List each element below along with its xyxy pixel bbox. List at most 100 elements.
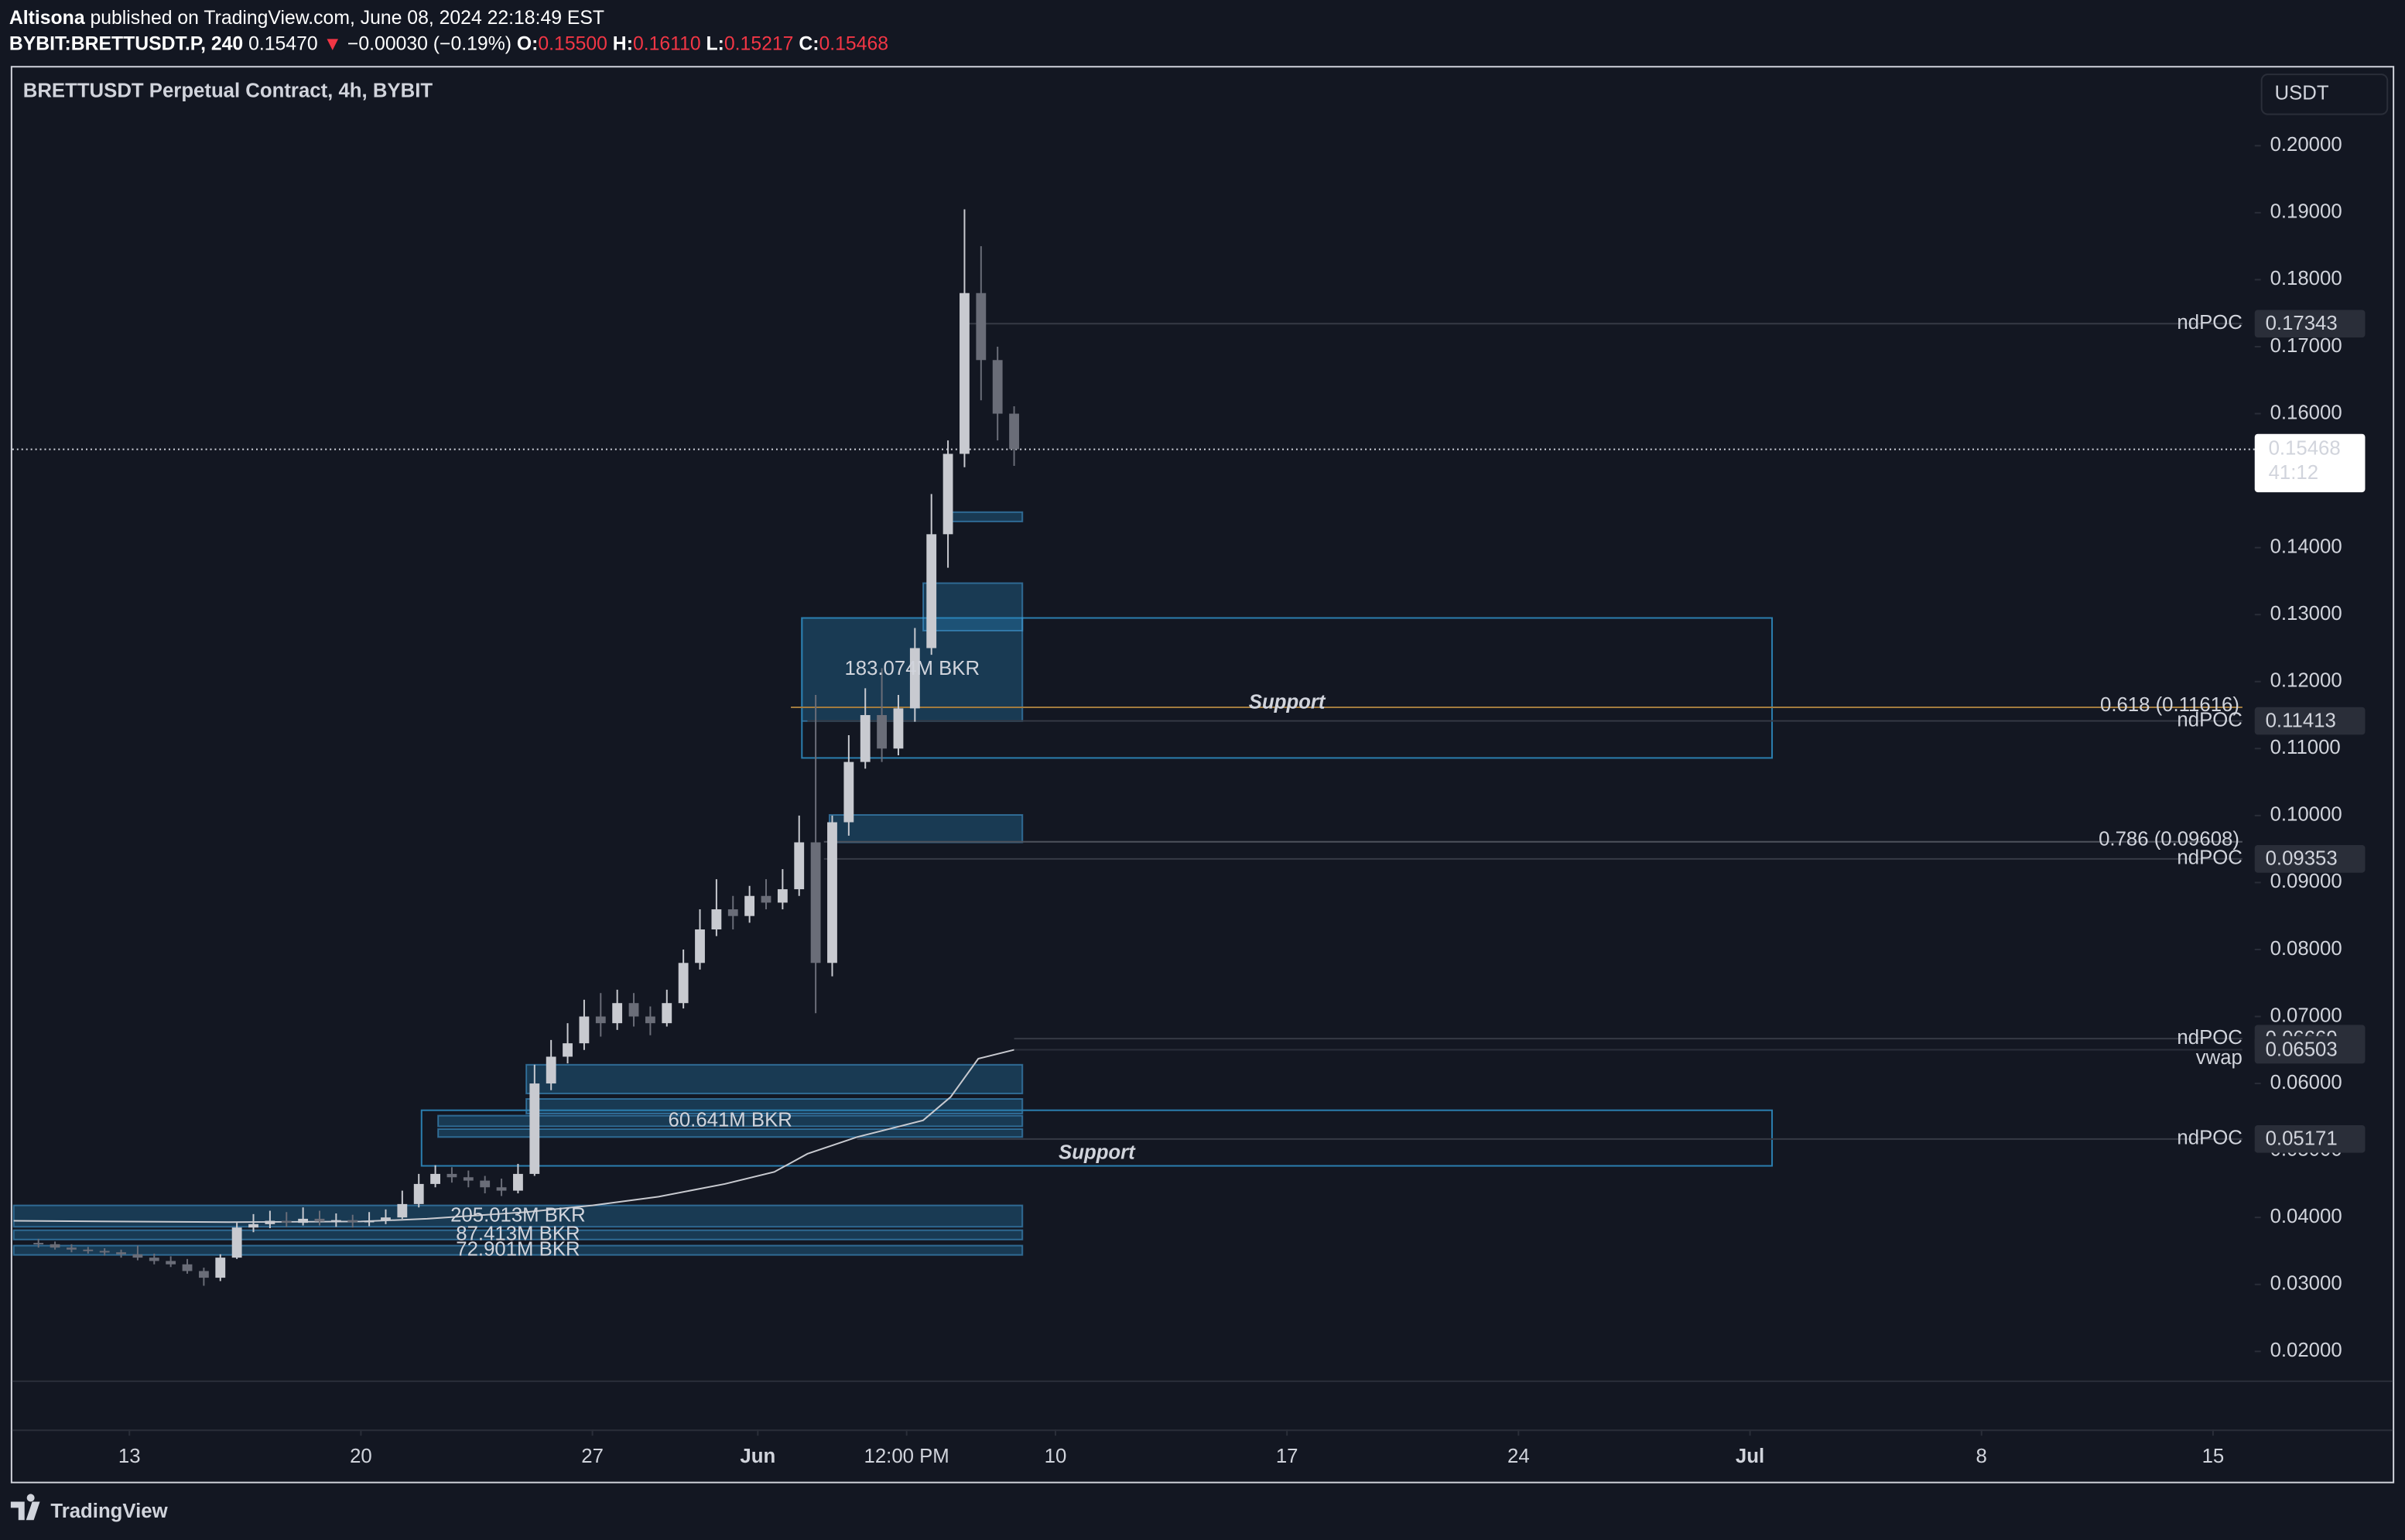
- candle-body: [215, 1258, 226, 1278]
- order-block: [12, 1229, 1024, 1241]
- y-tick-label: 0.16000: [2270, 402, 2342, 423]
- fib-label: 0.786 (0.09608): [2099, 829, 2239, 850]
- currency-label[interactable]: USDT: [2275, 83, 2329, 104]
- candle-body: [50, 1244, 60, 1248]
- x-tick-label: Jul: [1736, 1446, 1764, 1467]
- order-block: [922, 582, 1024, 631]
- candle-body: [149, 1258, 159, 1261]
- last-price-box: [2254, 433, 2366, 493]
- zone-label: 60.641M BKR: [669, 1109, 792, 1131]
- y-tick-label: 0.07000: [2270, 1004, 2342, 1026]
- order-block: [12, 1204, 1024, 1228]
- support-label: Support: [1059, 1141, 1136, 1163]
- y-tick-label: 0.18000: [2270, 268, 2342, 289]
- level-name: ndPOC: [2177, 312, 2242, 334]
- candle-body: [992, 360, 1003, 414]
- change: −0.00030 (−0.19%): [347, 33, 511, 54]
- candle-body: [777, 889, 788, 903]
- candle-body: [99, 1251, 110, 1253]
- price-label: 0.06503: [2266, 1039, 2338, 1060]
- order-block: [949, 511, 1024, 522]
- candle-body: [67, 1247, 77, 1250]
- currency-button[interactable]: [2260, 74, 2389, 115]
- x-tick-label: 8: [1976, 1446, 1987, 1467]
- y-tick-label: 0.20000: [2270, 134, 2342, 156]
- level-name: ndPOC: [2177, 1027, 2242, 1049]
- price: 0.15470: [248, 33, 318, 54]
- candle-body: [166, 1261, 176, 1265]
- y-tick-label: 0.19000: [2270, 201, 2342, 223]
- y-tick-label: 0.02000: [2270, 1340, 2342, 1361]
- brand-logo: TradingView: [10, 1494, 169, 1522]
- x-tick-label: 20: [350, 1446, 372, 1467]
- y-tick-label: 0.12000: [2270, 670, 2342, 692]
- candle-body: [678, 963, 689, 1004]
- candle-body: [893, 708, 904, 749]
- candle-body: [529, 1083, 540, 1174]
- order-block: [437, 1114, 1024, 1128]
- candle-body: [397, 1203, 408, 1218]
- candle-body: [827, 822, 837, 963]
- candle-body: [116, 1252, 126, 1254]
- candle-body: [413, 1183, 424, 1204]
- ohlc-value: 0.15468: [819, 33, 888, 54]
- candle-body: [83, 1249, 94, 1251]
- candle-body: [1009, 413, 1019, 450]
- candle-body: [480, 1180, 491, 1188]
- candle-body: [711, 909, 722, 930]
- countdown: 41:12: [2269, 462, 2318, 484]
- x-tick-label: 17: [1276, 1446, 1298, 1467]
- plot-area: 0.618 (0.11616) 0.786 (0.09608) ndPOC ndPOC…: [12, 134, 2366, 1467]
- candle-body: [314, 1218, 325, 1222]
- support-zone: [420, 1109, 1774, 1167]
- published: published on TradingView.com, June 08, 2…: [90, 7, 604, 28]
- zone-label: 72.901M BKR: [456, 1238, 580, 1260]
- vwap-name: vwap: [2196, 1047, 2242, 1069]
- ohlc-value: 0.15217: [724, 33, 794, 54]
- candle-body: [794, 842, 805, 890]
- candle-body: [248, 1223, 258, 1228]
- price-label: 0.17343: [2266, 313, 2338, 334]
- x-tick-label: 10: [1045, 1446, 1067, 1467]
- y-tick-label: 0.17000: [2270, 335, 2342, 357]
- ohlc-key: L:: [706, 33, 724, 54]
- candle-body: [182, 1264, 193, 1271]
- price-label: 0.09353: [2266, 848, 2338, 870]
- candle-body: [496, 1187, 507, 1191]
- x-tick-label: 12:00 PM: [864, 1446, 949, 1467]
- price-label: 0.11413: [2266, 710, 2336, 731]
- y-tick-label: 0.14000: [2270, 536, 2342, 557]
- candle-body: [843, 761, 854, 823]
- candle-body: [33, 1243, 44, 1245]
- candle-body: [976, 293, 987, 361]
- y-tick-label: 0.09000: [2270, 871, 2342, 892]
- candle-body: [942, 453, 953, 535]
- price-label-box: [2254, 1035, 2366, 1064]
- ohlc-key: O:: [517, 33, 539, 54]
- y-tick-label: 0.10000: [2270, 804, 2342, 826]
- candle-body: [546, 1056, 556, 1084]
- candle-body: [579, 1016, 590, 1044]
- candle-body: [744, 895, 755, 916]
- candle-body: [381, 1217, 391, 1221]
- candle-body: [926, 534, 937, 649]
- order-block: [525, 1063, 1024, 1095]
- chart-title: BRETTUSDT Perpetual Contract, 4h, BYBIT: [23, 80, 433, 102]
- symbol: BYBIT:BRETTUSDT.P, 240: [9, 33, 243, 54]
- candle-body: [265, 1220, 275, 1224]
- candle-body: [513, 1173, 523, 1191]
- candle-body: [860, 715, 871, 762]
- y-tick-label: 0.04000: [2270, 1206, 2342, 1227]
- candle-body: [877, 715, 888, 749]
- y-tick-label: 0.13000: [2270, 603, 2342, 625]
- price-label-box: [2254, 707, 2366, 735]
- level-name: ndPOC: [2177, 1128, 2242, 1149]
- chart-frame: [10, 66, 2395, 1484]
- level-name: ndPOC: [2177, 709, 2242, 731]
- fib-label: 0.618 (0.11616): [2100, 694, 2239, 716]
- order-block: [12, 1244, 1024, 1256]
- change-arrow: ▼: [323, 33, 343, 54]
- author: Altisona: [9, 7, 85, 28]
